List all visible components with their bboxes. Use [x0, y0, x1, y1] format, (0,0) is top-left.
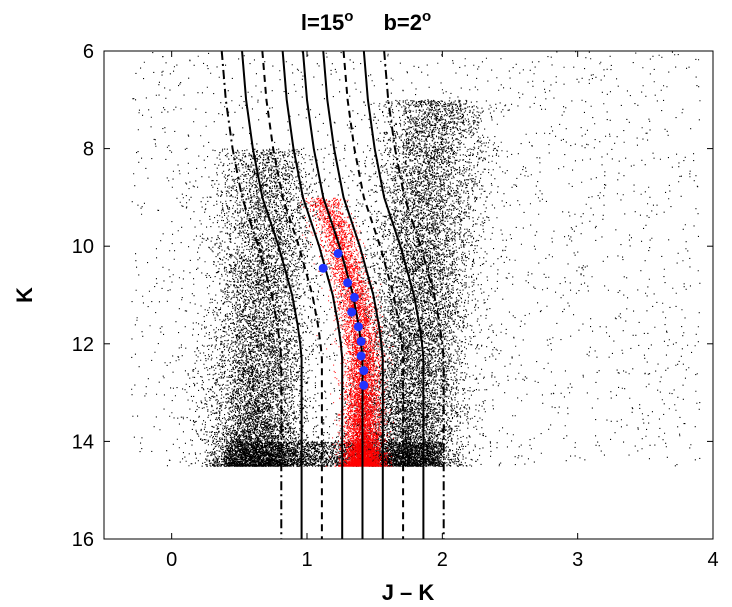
y-tick-label-3: 12	[72, 334, 94, 356]
blue-point-0	[333, 249, 343, 258]
x-tick-label-2: 2	[437, 549, 448, 571]
curve-dashed-right	[342, 50, 405, 539]
x-tick-label-1: 1	[301, 549, 312, 571]
curve-outer-left	[241, 50, 303, 539]
axes-box	[103, 50, 714, 540]
blue-point-6	[356, 336, 366, 346]
y-tick-label-5: 16	[72, 529, 94, 551]
title-b-sup: o	[422, 8, 431, 25]
curve-inner-right	[322, 50, 384, 539]
curve-dashdot-right	[383, 50, 445, 539]
x-tick-label-0: 0	[166, 549, 177, 571]
background-field	[131, 51, 701, 467]
y-tick-label-0: 6	[83, 41, 94, 63]
curve-inner-left	[281, 50, 344, 539]
x-tick-label-4: 4	[707, 549, 718, 571]
x-tick-label-3: 3	[572, 549, 583, 571]
y-axis-title: K	[12, 287, 37, 303]
isochrone-curves	[220, 50, 445, 539]
blue-point-7	[356, 351, 366, 361]
blue-point-3	[349, 292, 359, 302]
y-tick-label-1: 8	[83, 139, 94, 161]
blue-point-1	[318, 263, 328, 273]
selected-region-points	[299, 197, 394, 467]
blue-point-5	[353, 322, 363, 332]
blue-point-8	[359, 366, 369, 376]
blue-point-9	[359, 380, 369, 390]
title-l: l=15	[301, 10, 344, 35]
blue-points	[318, 249, 369, 390]
curve-dashdot-left	[220, 50, 283, 539]
title-b: b=2	[383, 10, 422, 35]
blue-point-2	[343, 278, 353, 288]
selected-stars	[299, 197, 394, 467]
curve-dashed-left	[261, 50, 323, 539]
blue-point-4	[347, 307, 357, 317]
y-tick-label-2: 10	[72, 236, 94, 258]
chart-title: l=15o b=2o	[301, 8, 431, 35]
title-l-sup: o	[344, 8, 353, 25]
field-stars	[131, 51, 701, 467]
y-tick-label-4: 14	[72, 431, 94, 453]
curve-outer-right	[362, 50, 425, 539]
x-axis-title: J – K	[382, 580, 435, 605]
